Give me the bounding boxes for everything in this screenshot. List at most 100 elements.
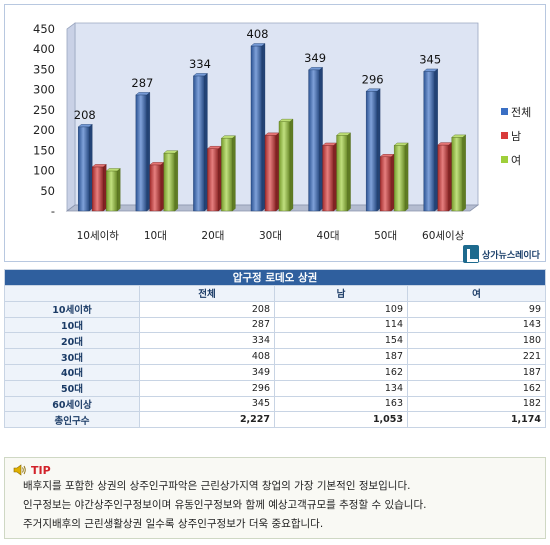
table-cell: 163 [274, 395, 408, 413]
bar-남-30대 [264, 135, 277, 212]
table-row: 50대 296 134 162 [4, 379, 546, 397]
table-row: 30대 408 187 221 [4, 348, 546, 365]
table-cell: 154 [274, 332, 408, 350]
data-label: 287 [131, 76, 153, 90]
brand-text: 상가뉴스레이다 [482, 250, 540, 261]
row-label: 20대 [4, 332, 140, 350]
bar-남-40대 [322, 145, 334, 212]
table-cell: 182 [407, 395, 546, 413]
column-header: 남 [274, 285, 408, 302]
table-cell: 287 [139, 316, 275, 334]
y-tick-label: 300 [33, 83, 55, 97]
legend-label: 전체 [511, 106, 531, 119]
bar-여-10세이하 [106, 170, 118, 212]
bar-side [261, 43, 266, 212]
bar-side [218, 145, 222, 212]
bar-남-10세이하 [92, 166, 104, 212]
row-label: 60세이상 [4, 395, 140, 413]
y-tick-label: - [51, 204, 55, 218]
legend-swatch [501, 108, 508, 115]
data-label: 208 [74, 108, 96, 122]
bar-전체-10세이하 [78, 126, 90, 212]
y-tick-label: 350 [33, 62, 55, 76]
bar-side [376, 88, 381, 212]
bar-여-30대 [278, 121, 291, 212]
x-tick-label: 40대 [317, 230, 340, 242]
y-tick-label: 50 [40, 184, 55, 198]
y-tick-label: 450 [33, 22, 55, 36]
table-cell: 408 [139, 348, 275, 365]
bar-side [103, 164, 107, 212]
y-tick-label: 200 [33, 123, 55, 137]
speaker-icon [13, 464, 27, 476]
bar-side [289, 118, 294, 212]
table-cell: 134 [274, 379, 408, 397]
table-cell: 143 [407, 316, 546, 334]
column-header: 여 [407, 285, 546, 302]
data-label: 334 [189, 57, 211, 71]
bar-side [275, 132, 280, 212]
bar-side [232, 135, 236, 212]
table-cell: 109 [274, 300, 408, 318]
tip-header: TIP [13, 463, 537, 477]
table-row: 10대 287 114 143 [4, 316, 546, 334]
bar-side [448, 142, 452, 212]
bar-여-10대 [163, 152, 176, 212]
data-label: 349 [304, 51, 326, 65]
bar-side [390, 153, 395, 212]
bar-남-10대 [149, 164, 162, 212]
bar-side [462, 134, 466, 212]
row-label: 10세이하 [4, 300, 140, 318]
table-cell: 99 [407, 300, 546, 318]
row-label: 40대 [4, 363, 140, 381]
bar-side [89, 124, 93, 212]
bar-전체-30대 [250, 45, 263, 212]
bar-side [146, 92, 151, 212]
table-cell: 114 [274, 316, 408, 334]
brand-mark-icon [463, 245, 479, 263]
table-row: 10세이하 208 109 99 [4, 300, 546, 318]
y-tick-label: 250 [33, 103, 55, 117]
tip-line-3: 주거지배후의 근린생활상권 일수록 상주인구정보가 더욱 중요합니다. [23, 518, 324, 530]
bar-side [404, 142, 409, 212]
total-label: 총인구수 [4, 411, 140, 429]
tip-box: TIP 배후지를 포함한 상권의 상주인구파악은 근린상가지역 창업의 가장 기… [4, 457, 546, 539]
y-tick-label: 100 [33, 164, 55, 178]
brand-logo: 상가뉴스레이다 [463, 244, 543, 264]
x-tick-label: 50대 [374, 230, 397, 242]
x-tick-label: 30대 [259, 230, 282, 242]
legend-label: 남 [511, 130, 521, 143]
bar-여-20대 [221, 137, 233, 212]
total-cell: 2,227 [139, 411, 275, 429]
row-label: 30대 [4, 348, 140, 365]
table-cell: 221 [407, 348, 546, 365]
bar-side [434, 68, 438, 212]
y-tick-label: 150 [33, 143, 55, 157]
x-tick-label: 60세이상 [422, 230, 465, 242]
bar-여-40대 [336, 135, 348, 212]
table-header-row: 전체 남 여 [4, 285, 546, 302]
table-cell: 187 [407, 363, 546, 381]
table-cell: 187 [274, 348, 408, 365]
bar-전체-10대 [135, 94, 148, 212]
table-title: 압구정 로데오 상권 [4, 269, 546, 286]
x-tick-label: 20대 [201, 230, 224, 242]
table-cell: 345 [139, 395, 275, 413]
population-table: 압구정 로데오 상권 전체 남 여 10세이하 208 109 99 10대 287 114 143 2… [4, 269, 546, 429]
legend-label: 여 [511, 154, 521, 167]
table-cell: 208 [139, 300, 275, 318]
table-title-row: 압구정 로데오 상권 [4, 269, 546, 286]
row-label: 50대 [4, 379, 140, 397]
row-label: 10대 [4, 316, 140, 334]
bar-side [174, 150, 179, 212]
table-cell: 162 [274, 363, 408, 381]
tip-label: TIP [31, 463, 51, 477]
column-header: 전체 [139, 285, 275, 302]
bar-여-50대 [393, 145, 406, 212]
table-row: 40대 349 162 187 [4, 363, 546, 381]
data-label: 345 [419, 52, 441, 66]
x-tick-label: 10대 [144, 230, 167, 242]
bar-전체-20대 [193, 75, 205, 212]
tip-line-2: 인구정보는 야간상주인구정보이며 유동인구정보와 함께 예상고객규모를 추정할 … [23, 499, 427, 511]
tip-line-1: 배후지를 포함한 상권의 상주인구파악은 근린상가지역 창업의 가장 기본적인 … [23, 480, 411, 492]
